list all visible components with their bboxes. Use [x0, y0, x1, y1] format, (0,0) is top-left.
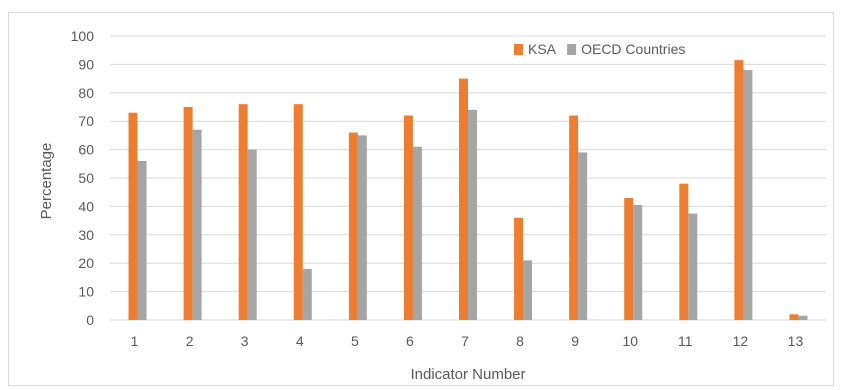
bar-ksa — [459, 78, 468, 320]
y-tick-label: 30 — [78, 227, 94, 243]
x-tick-labels: 1 2 3 4 5 6 7 8 9 10 11 12 13 — [131, 333, 804, 349]
y-tick-label: 60 — [78, 142, 94, 158]
bar-ksa — [789, 314, 799, 320]
x-tick-label: 12 — [733, 333, 749, 349]
bar-ksa — [624, 197, 634, 320]
legend-swatch — [514, 44, 523, 55]
bar-oecd-countries — [523, 260, 533, 320]
bar-oecd-countries — [247, 149, 257, 320]
legend: KSA OECD Countries — [514, 41, 685, 57]
x-tick-label: 6 — [406, 333, 414, 349]
x-tick-label: 5 — [351, 333, 359, 349]
bar-oecd-countries — [137, 160, 147, 320]
y-tick-label: 90 — [78, 56, 94, 72]
bar-ksa — [569, 115, 579, 321]
bar-oecd-countries — [357, 135, 367, 320]
legend-label: OECD Countries — [581, 41, 685, 57]
x-axis-label: Indicator Number — [410, 366, 525, 383]
bar-ksa — [403, 115, 413, 321]
bar-ksa — [679, 183, 689, 320]
bar-ksa — [348, 132, 358, 320]
bar-oecd-countries — [468, 109, 477, 320]
y-tick-label: 100 — [71, 28, 95, 44]
y-tick-label: 80 — [78, 85, 94, 101]
x-tick-label: 3 — [241, 333, 249, 349]
y-tick-label: 40 — [78, 198, 94, 214]
bar-oecd-countries — [578, 152, 588, 320]
y-tick-label: 50 — [78, 170, 94, 186]
x-tick-label: 9 — [571, 333, 579, 349]
x-tick-label: 13 — [788, 333, 804, 349]
bar-oecd-countries — [798, 315, 808, 320]
x-tick-label: 8 — [516, 333, 524, 349]
x-tick-label: 10 — [622, 333, 638, 349]
bar-ksa — [238, 104, 248, 320]
y-tick-label: 70 — [78, 113, 94, 129]
bars — [128, 60, 808, 321]
chart-frame — [8, 12, 834, 386]
bar-oecd-countries — [412, 146, 422, 320]
bar-oecd-countries — [192, 129, 202, 320]
y-tick-labels: 0 10 20 30 40 50 60 70 80 90 100 — [71, 28, 95, 328]
legend-swatch — [567, 44, 577, 55]
bar-oecd-countries — [688, 213, 698, 320]
x-tick-label: 11 — [678, 333, 693, 349]
x-tick-label: 1 — [131, 333, 139, 349]
bar-oecd-countries — [302, 268, 312, 320]
x-tick-label: 2 — [186, 333, 194, 349]
bar-ksa — [514, 217, 524, 320]
bar-ksa — [734, 60, 744, 320]
bar-oecd-countries — [743, 70, 753, 320]
bar-ksa — [183, 107, 193, 320]
x-tick-label: 7 — [461, 333, 469, 349]
legend-label: KSA — [528, 41, 557, 57]
y-axis-label: Percentage — [38, 143, 55, 220]
y-tick-label: 10 — [78, 284, 94, 300]
x-tick-label: 4 — [296, 333, 304, 349]
y-tick-label: 0 — [86, 312, 94, 328]
bar-ksa — [128, 112, 138, 321]
bar-ksa — [293, 104, 303, 320]
bar-oecd-countries — [633, 204, 643, 320]
y-tick-label: 20 — [78, 255, 94, 271]
